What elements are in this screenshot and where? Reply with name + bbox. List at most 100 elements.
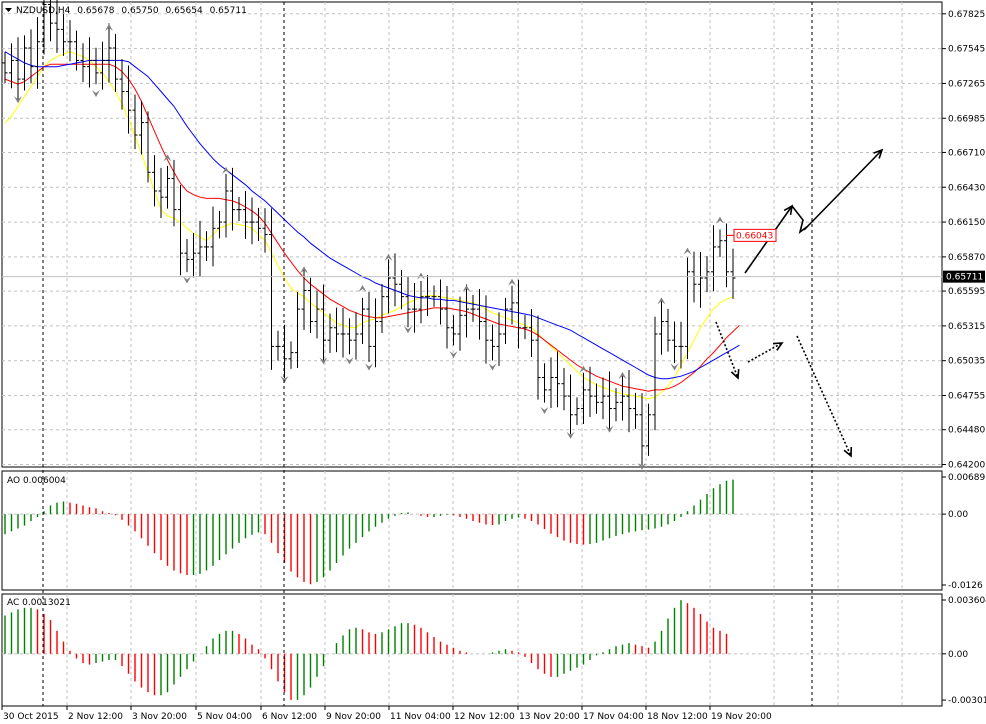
ohlc-bar	[490, 324, 495, 361]
ohlc-bar	[197, 220, 203, 277]
ohlc-bar	[301, 267, 307, 330]
price-tick-label: 0.65035	[948, 357, 985, 367]
open-value: 0.65678	[77, 6, 114, 16]
ohlc-bar	[119, 58, 125, 110]
ohlc-bar	[483, 295, 489, 364]
time-tick-label: 3 Nov 20:00	[132, 712, 187, 722]
ohlc-bar	[256, 207, 261, 242]
ohlc-bar	[15, 37, 21, 100]
time-tick-label: 13 Nov 20:00	[519, 712, 580, 722]
ohlc-bar	[35, 17, 40, 89]
low-value: 0.65654	[165, 6, 202, 16]
ao-tick-label: 0.00	[948, 510, 968, 520]
forecast-arrow-down-short[interactable]	[715, 321, 740, 380]
ohlc-bar	[529, 309, 534, 357]
ohlc-bar	[106, 23, 112, 83]
fractal-down-marker	[404, 326, 412, 334]
ohlc-bar	[314, 290, 320, 339]
ohlc-bar	[425, 275, 430, 317]
price-tick-label: 0.67545	[948, 45, 985, 55]
ac-tick-label: 0.003604	[948, 596, 986, 606]
marked-level-box	[733, 228, 777, 242]
ohlc-bar	[379, 283, 385, 333]
ohlc-bar	[74, 30, 79, 71]
ohlc-bar	[178, 185, 183, 276]
ohlc-bar	[204, 231, 209, 262]
ohlc-bar	[191, 233, 196, 278]
ac-panel: 0.003604 0.00 -0.003015 AC 0.0013021	[1, 593, 986, 707]
price-tick-label: 0.67265	[948, 79, 985, 89]
ohlc-bar	[366, 291, 372, 362]
ohlc-bar	[87, 37, 92, 88]
fractal-up-marker	[384, 253, 393, 261]
ohlc-bar	[360, 297, 365, 345]
ohlc-bar	[568, 374, 573, 435]
ohlc-bar	[698, 251, 703, 308]
ohlc-bar	[418, 281, 424, 324]
ohlc-bar	[587, 366, 593, 417]
ohlc-bar	[9, 43, 14, 89]
ohlc-bar	[574, 397, 580, 425]
ohlc-bar	[412, 282, 417, 333]
ohlc-bar	[48, 0, 53, 42]
ohlc-bar	[223, 173, 229, 238]
ohlc-bar	[639, 393, 645, 466]
trend-arrow-up-2[interactable]	[803, 148, 884, 231]
ohlc-bar	[678, 321, 684, 369]
fractal-up-marker	[716, 216, 724, 224]
ao-panel: 0.00689 0.00 -0.0126 AO 0.006004	[1, 470, 985, 591]
ohlc-bar	[262, 208, 268, 253]
ohlc-bar	[548, 357, 554, 409]
ohlc-bar	[646, 403, 651, 456]
fractal-down-marker	[566, 431, 575, 439]
ohlc-bar	[685, 257, 690, 360]
ohlc-bar	[171, 159, 177, 227]
time-tick-label: 11 Nov 04:00	[390, 712, 451, 722]
time-tick-label: 12 Nov 12:00	[454, 712, 515, 722]
ohlc-bar	[451, 315, 456, 346]
ohlc-bar	[217, 210, 222, 239]
close-value: 0.65711	[210, 6, 247, 16]
ao-indicator-label: AO 0.006004	[7, 476, 66, 486]
fractal-up-marker	[417, 272, 425, 280]
ohlc-bar	[61, 13, 66, 56]
price-tick-label: 0.65315	[948, 322, 985, 332]
ohlc-bar	[659, 298, 664, 355]
ohlc-bar	[509, 285, 515, 325]
ohlc-bar	[464, 284, 469, 338]
fractal-down-marker	[488, 363, 497, 371]
ohlc-bar	[652, 316, 658, 431]
ohlc-bar	[28, 29, 34, 84]
ohlc-bar	[704, 256, 710, 293]
ohlc-bar	[54, 0, 60, 53]
fractal-up-marker	[358, 284, 367, 292]
ohlc-bar	[672, 321, 677, 364]
ohlc-bar	[392, 253, 398, 307]
forecast-arrow-up-short[interactable]	[747, 342, 784, 363]
forecast-arrow-down-long[interactable]	[796, 335, 853, 458]
ohlc-bar	[431, 285, 437, 307]
marked-level-label: 0.66043	[736, 231, 773, 241]
ohlc-bar	[152, 155, 157, 207]
fractal-up-marker	[683, 247, 692, 255]
moving-average-slow	[4, 51, 740, 380]
price-tick-label: 0.64755	[948, 392, 985, 402]
ohlc-bar	[613, 388, 619, 422]
ohlc-bar	[249, 197, 255, 245]
price-tick-label: 0.67825	[948, 10, 985, 20]
ohlc-bar	[503, 297, 508, 345]
moving-average-mid	[4, 63, 740, 392]
ohlc-bar	[620, 375, 625, 421]
ohlc-bar	[386, 259, 391, 314]
fractal-up-marker	[300, 266, 308, 274]
fractal-up-marker	[579, 365, 588, 373]
time-tick-label: 19 Nov 20:00	[711, 712, 772, 722]
fractal-down-marker	[670, 363, 679, 371]
fractal-up-marker	[222, 166, 230, 174]
collapse-triangle-icon[interactable]	[5, 8, 12, 12]
ac-tick-label: 0.00	[948, 650, 968, 660]
ohlc-bar	[373, 298, 378, 368]
fractal-down-marker	[449, 351, 458, 359]
ohlc-bar	[210, 206, 216, 267]
